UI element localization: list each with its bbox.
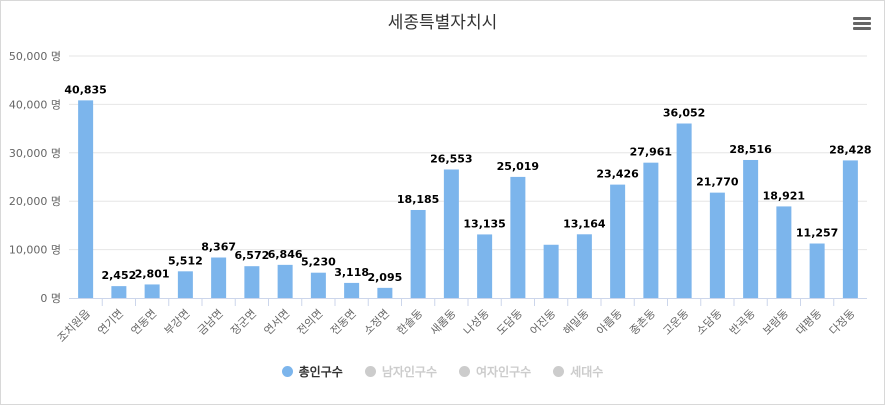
x-tick-label: 소담동 [694,307,725,338]
hamburger-menu-icon[interactable] [853,17,871,31]
data-label: 8,367 [201,241,236,254]
data-label: 6,846 [268,248,303,261]
bar [576,234,592,298]
bar [842,160,858,298]
bar [78,100,94,298]
bar [144,284,160,298]
x-tick-label: 보람동 [760,307,791,338]
legend-item-households[interactable]: 세대수 [553,363,603,380]
bar [709,192,725,298]
legend-label: 세대수 [570,365,604,379]
x-tick-label: 조치원읍 [55,307,93,345]
data-label: 5,230 [301,256,336,269]
bar [676,123,692,298]
data-label: 21,770 [696,176,739,189]
legend-marker-icon [281,366,293,377]
data-label: 27,961 [630,146,672,159]
data-label: 2,801 [135,267,170,280]
x-tick-label: 새롬동 [428,307,459,338]
data-label: 26,553 [430,152,472,165]
data-label: 13,164 [563,217,606,230]
chart-title: 세종특별자치시 [387,13,498,33]
legend-marker-icon [364,366,376,377]
bar [344,282,360,298]
y-tick-label: 50,000 명 [9,50,61,63]
data-label: 36,052 [663,107,705,120]
legend-item-total[interactable]: 총인구수 [281,363,343,380]
bar [477,234,493,298]
bar [443,169,459,298]
bar [743,159,759,298]
x-tick-label: 해밀동 [560,306,591,337]
bar [643,162,659,298]
x-tick-label: 아름동 [594,307,625,338]
data-label: 11,257 [796,227,838,240]
data-label: 13,135 [463,217,505,230]
x-tick-label: 연서면 [262,307,293,338]
x-tick-label: 부강면 [162,307,193,338]
y-tick-label: 0 명 [40,292,61,305]
bar [410,209,426,298]
x-tick-label: 반곡동 [727,307,758,338]
x-tick-label: 고운동 [661,307,692,338]
x-tick-label: 소정면 [361,307,392,338]
bar [543,244,559,298]
data-label: 25,019 [497,160,539,173]
bar [177,271,193,298]
data-label: 3,118 [334,266,369,279]
legend-label: 총인구수 [298,365,343,379]
bar [277,264,293,298]
y-tick-label: 10,000 명 [9,244,61,257]
bar [776,206,792,298]
bar [610,184,626,298]
data-label: 18,921 [763,189,805,202]
legend-item-male[interactable]: 남자인구수 [364,363,438,380]
legend-item-female[interactable]: 여자인구수 [459,363,531,380]
chart-legend: 총인구수 남자인구수 여자인구수 세대수 [1,363,884,380]
legend-marker-icon [459,366,471,377]
data-label: 6,572 [234,249,269,262]
x-tick-label: 전동면 [328,307,359,338]
bar [377,287,393,298]
x-tick-label: 어진동 [528,307,559,338]
y-tick-label: 40,000 명 [9,98,61,111]
x-tick-label: 다정동 [827,307,858,338]
x-tick-label: 전의면 [295,307,326,338]
y-tick-label: 30,000 명 [9,147,61,160]
y-tick-label: 20,000 명 [9,195,61,208]
x-tick-label: 한솔동 [395,307,426,338]
data-label: 28,516 [729,143,772,156]
legend-marker-icon [553,366,565,377]
x-tick-label: 장군면 [228,307,259,338]
data-label: 28,428 [829,143,871,156]
x-tick-label: 연동면 [129,307,160,338]
legend-label: 남자인구수 [381,365,438,379]
bar [244,266,260,298]
bar [809,243,825,298]
x-tick-label: 도담동 [494,307,525,338]
bar [310,272,326,298]
legend-label: 여자인구수 [476,365,532,379]
data-label: 40,835 [64,83,106,96]
bar [510,176,526,298]
x-tick-label: 연기면 [95,307,126,338]
data-label: 2,095 [367,271,402,284]
x-tick-label: 금남면 [195,307,226,338]
x-tick-label: 나성동 [461,307,492,338]
x-tick-label: 대평동 [794,307,825,338]
bar [111,286,127,298]
x-tick-label: 종촌동 [627,307,658,338]
data-label: 23,426 [596,168,639,181]
data-label: 18,185 [397,193,439,206]
data-label: 2,452 [101,269,136,282]
data-label: 5,512 [168,254,203,267]
bar [211,257,227,298]
